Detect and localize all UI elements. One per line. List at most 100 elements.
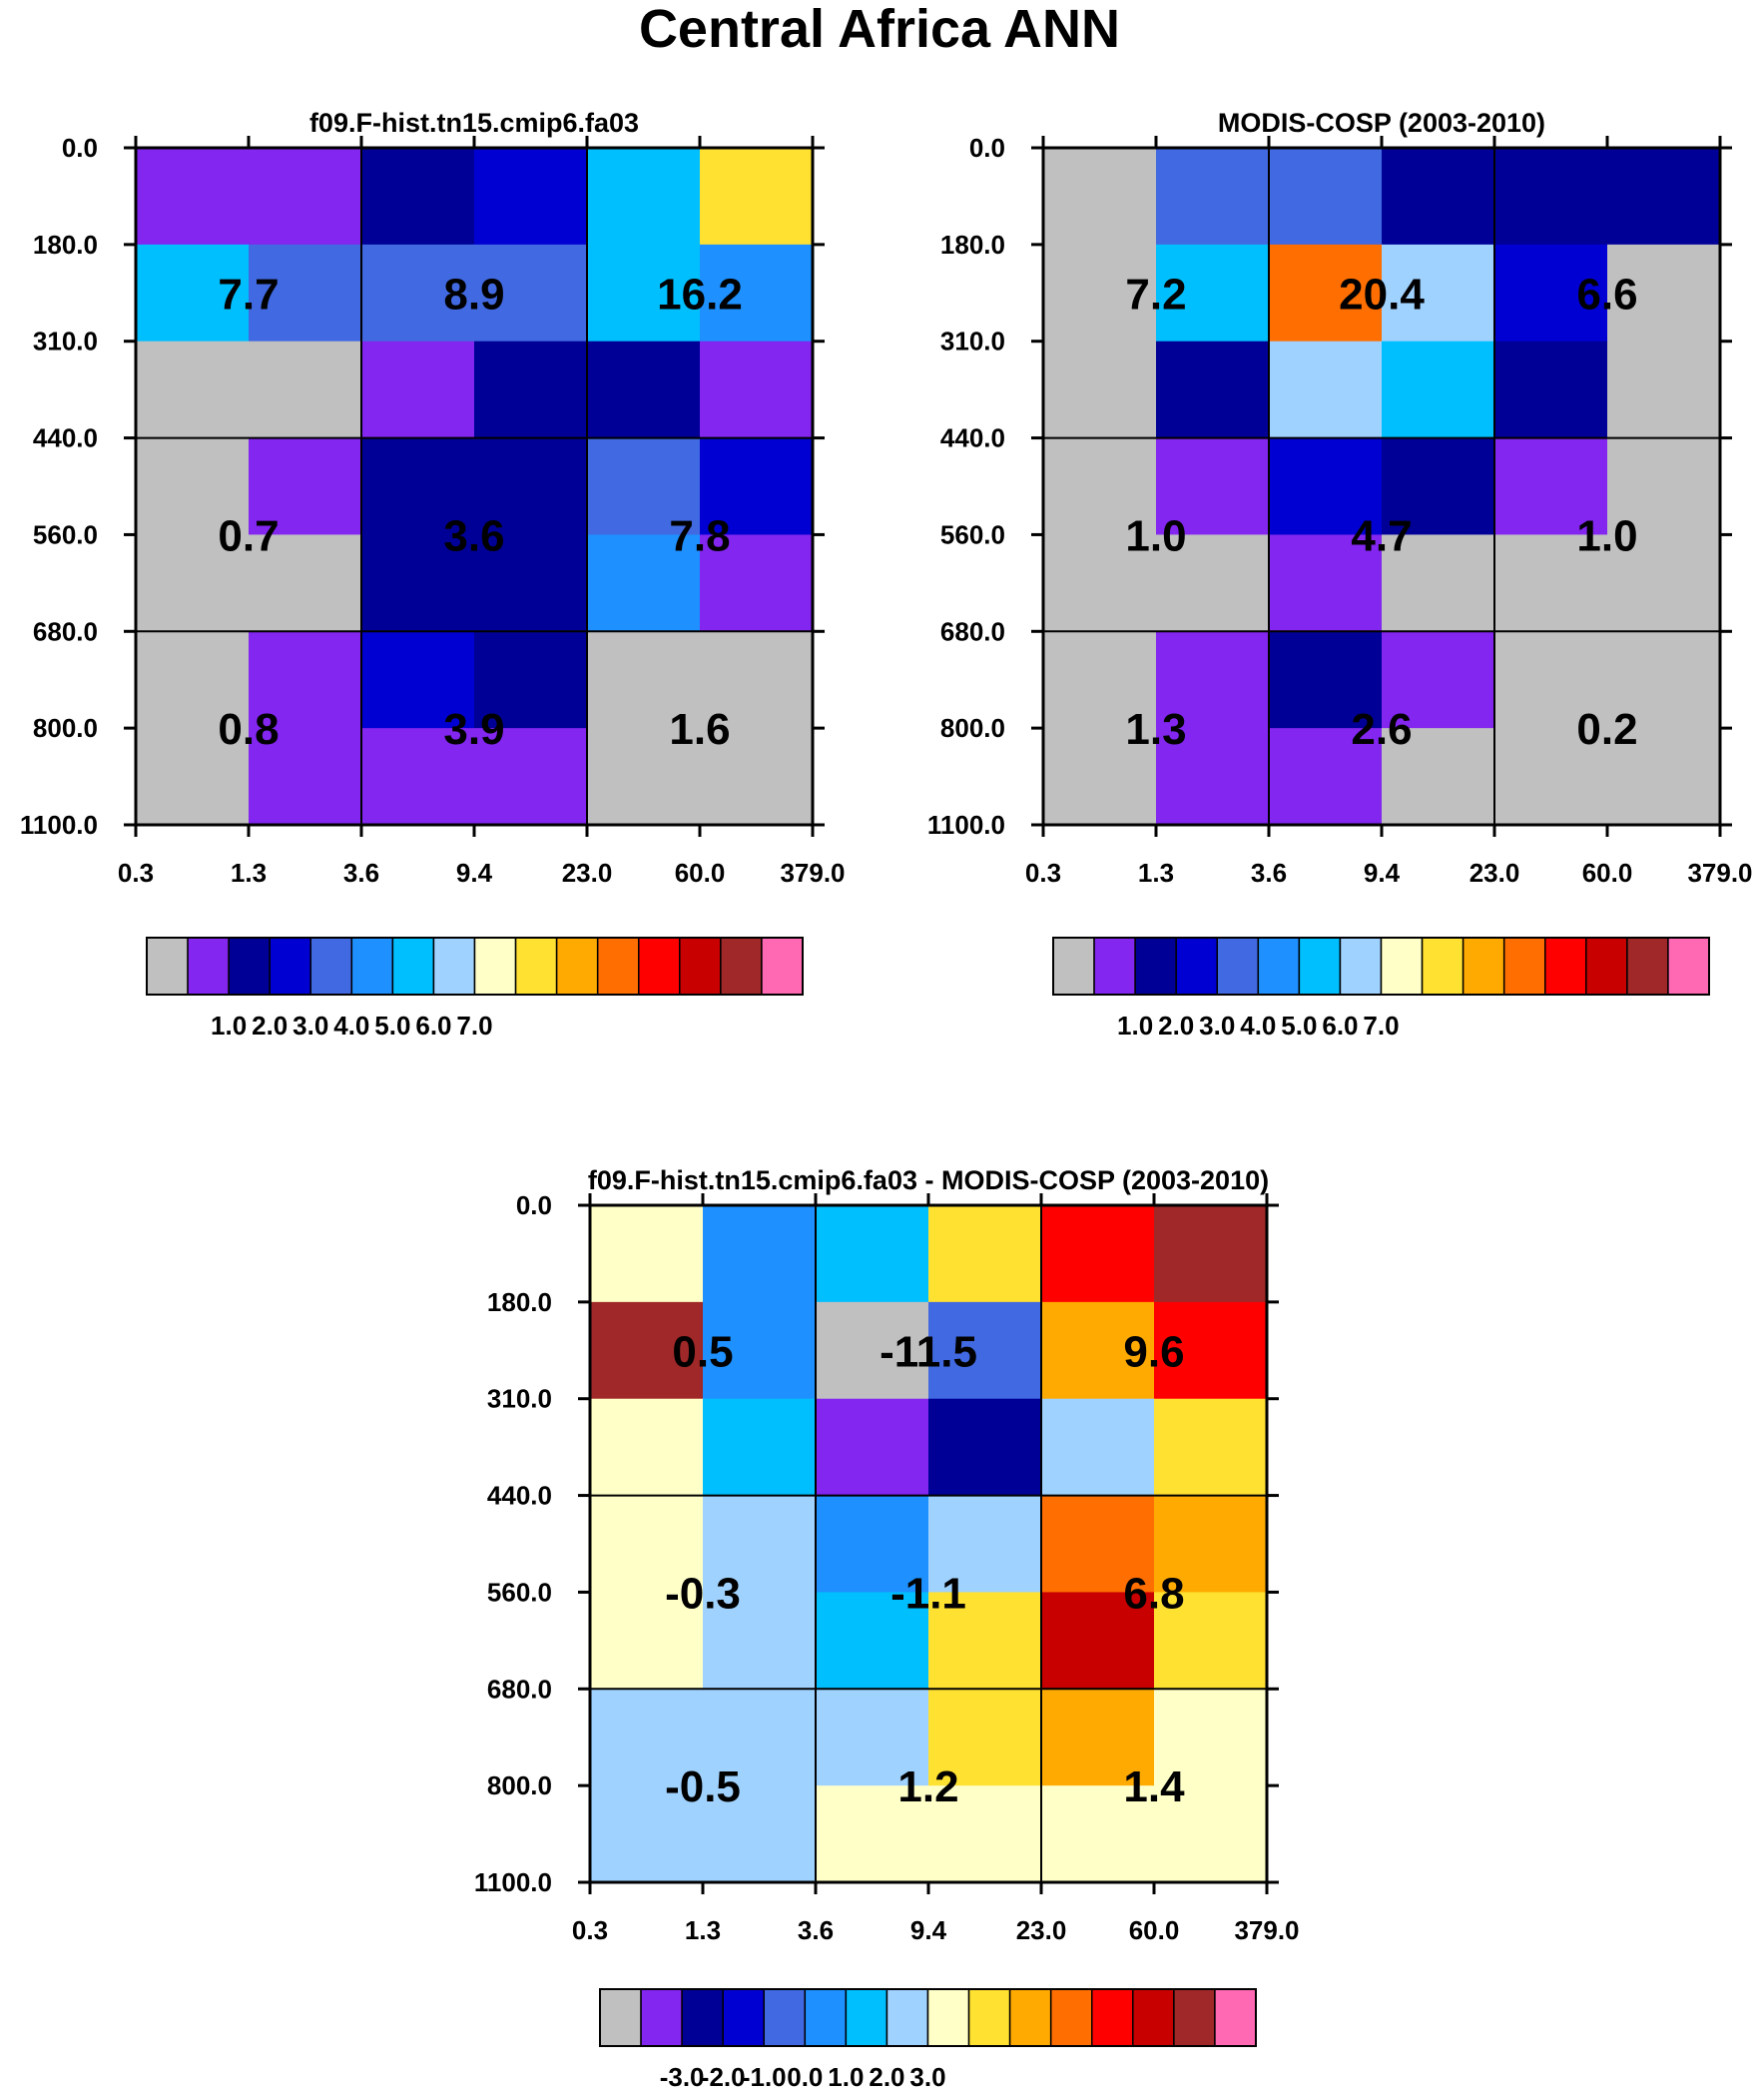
x-tick-label: 379.0 [780, 858, 845, 888]
heatmap-cell [249, 728, 362, 826]
heatmap-cell [816, 1592, 929, 1690]
x-tick-label: 0.3 [1025, 858, 1061, 888]
x-tick-label: 9.4 [456, 858, 493, 888]
heatmap-cell [816, 1301, 929, 1400]
heatmap-cell [1156, 341, 1270, 439]
cell-annotation: 0.8 [218, 705, 279, 754]
colorbar-label: 3.0 [909, 2062, 945, 2092]
heatmap-cell [587, 244, 701, 343]
heatmap-cell [1382, 341, 1495, 439]
x-tick-label: 60.0 [1582, 858, 1633, 888]
heatmap-cell [1607, 631, 1721, 729]
heatmap-cell [136, 728, 250, 826]
colorbar-swatch [309, 937, 353, 996]
colorbar-swatch [640, 1988, 683, 2047]
colorbar-label: -3.0 [660, 2062, 705, 2092]
y-tick-label: 800.0 [940, 713, 1005, 743]
x-tick-label: 23.0 [562, 858, 613, 888]
colorbar-swatch [599, 1988, 642, 2047]
panel-title: MODIS-COSP (2003-2010) [1218, 108, 1545, 138]
heatmap-cell [249, 244, 362, 343]
heatmap-cell [1041, 1398, 1155, 1497]
colorbar-swatch [1214, 1988, 1257, 2047]
colorbar-swatch [681, 1988, 724, 2047]
y-tick-label: 680.0 [940, 616, 1005, 646]
heatmap-cell [249, 341, 362, 439]
colorbar-swatch [720, 937, 763, 996]
heatmap-cell [361, 341, 475, 439]
colorbar-swatch [926, 1988, 970, 2047]
heatmap-cell [1041, 1592, 1155, 1690]
heatmap-cell [1041, 1689, 1155, 1786]
heatmap-cell [1382, 631, 1495, 729]
cell-annotation: 1.6 [669, 705, 730, 754]
heatmap-cell [928, 1205, 1042, 1303]
heatmap-cell [361, 631, 475, 729]
heatmap-cell [700, 728, 814, 826]
heatmap-cell [590, 1592, 704, 1690]
colorbar-swatch [1091, 1988, 1134, 2047]
cell-annotation: 1.4 [1123, 1762, 1185, 1811]
heatmap-cell [361, 437, 475, 536]
heatmap-cell [590, 1495, 704, 1594]
heatmap-cell [1607, 341, 1721, 439]
heatmap-cell [928, 1785, 1042, 1883]
heatmap-cell [1043, 631, 1157, 729]
heatmap-cell [703, 1205, 817, 1303]
colorbar-label: 1.0 [211, 1011, 247, 1041]
heatmap-cell [1269, 631, 1383, 729]
heatmap-cell [1041, 1495, 1155, 1594]
colorbar-swatch [1544, 937, 1587, 996]
colorbar-swatch [638, 937, 681, 996]
x-tick-label: 379.0 [1687, 858, 1752, 888]
x-tick-label: 3.6 [343, 858, 379, 888]
y-tick-label: 0.0 [969, 133, 1005, 163]
colorbar-label: -2.0 [701, 2062, 746, 2092]
x-tick-label: 379.0 [1234, 1915, 1299, 1945]
heatmap-cell [703, 1592, 817, 1690]
cell-annotation: 0.7 [218, 511, 279, 560]
heatmap-cell [1041, 1301, 1155, 1400]
colorbar-swatch [596, 937, 640, 996]
colorbar-swatch [1421, 937, 1465, 996]
panel-title: f09.F-hist.tn15.cmip6.fa03 - MODIS-COSP … [588, 1165, 1269, 1195]
heatmap-cell [1154, 1592, 1268, 1690]
colorbar-label: 7.0 [456, 1011, 492, 1041]
heatmap-cell [1154, 1785, 1268, 1883]
heatmap-cell [928, 1301, 1042, 1400]
x-tick-label: 1.3 [1138, 858, 1174, 888]
colorbar-swatch [679, 937, 722, 996]
cell-annotation: 7.2 [1125, 270, 1186, 319]
heatmap-cell [1156, 244, 1270, 343]
heatmap-cell [1154, 1495, 1268, 1594]
y-tick-label: 0.0 [62, 133, 98, 163]
colorbar-label: 3.0 [293, 1011, 328, 1041]
heatmap-cell [928, 1592, 1042, 1690]
colorbar-swatch [761, 937, 804, 996]
heatmap-cell [1156, 534, 1270, 632]
colorbar-swatch [1502, 937, 1546, 996]
heatmap-cell [474, 341, 588, 439]
heatmap-cell [1382, 437, 1495, 536]
colorbar-swatch [1257, 937, 1301, 996]
y-tick-label: 310.0 [33, 327, 98, 356]
colorbar-swatch [432, 937, 476, 996]
cell-annotation: -0.5 [665, 1762, 741, 1811]
heatmap-cell [703, 1785, 817, 1883]
heatmap-cell [1269, 244, 1383, 343]
colorbar-swatch [187, 937, 230, 996]
heatmap-cell [474, 437, 588, 536]
y-tick-label: 800.0 [33, 713, 98, 743]
colorbar-label: 5.0 [1281, 1011, 1317, 1041]
colorbar-swatch [391, 937, 435, 996]
colorbar-swatch [1175, 937, 1218, 996]
y-tick-label: 310.0 [487, 1384, 552, 1414]
heatmap-cell [1382, 728, 1495, 826]
y-tick-label: 1100.0 [927, 810, 1005, 840]
colorbar-swatch [1585, 937, 1628, 996]
colorbar-swatch [1626, 937, 1669, 996]
colorbar-swatch [1339, 937, 1383, 996]
y-tick-label: 800.0 [487, 1770, 552, 1800]
cell-annotation: 6.6 [1576, 270, 1637, 319]
colorbar-swatch [1052, 937, 1095, 996]
